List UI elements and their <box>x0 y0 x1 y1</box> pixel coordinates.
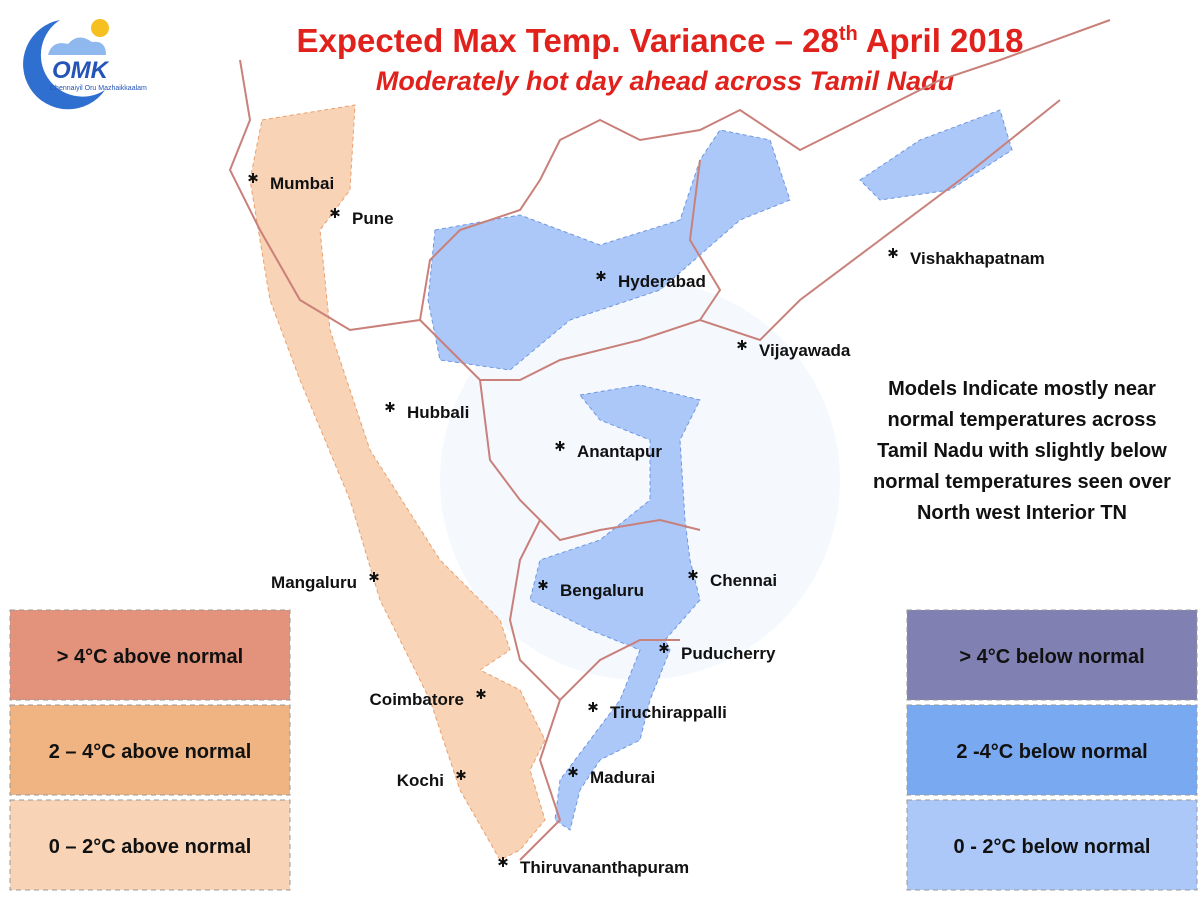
legend-swatch <box>9 799 291 891</box>
asterisk-stroke <box>330 209 340 217</box>
logo-tagline: Chennaiyil Oru Mazhaikkaalam <box>50 85 147 92</box>
city-marker <box>568 767 578 777</box>
asterisk-stroke <box>659 644 669 652</box>
asterisk-stroke <box>248 174 258 182</box>
border <box>688 159 722 321</box>
city-marker <box>248 173 258 183</box>
city-marker <box>688 570 698 580</box>
city-marker <box>737 340 747 350</box>
city-label: Vijayawada <box>759 341 851 360</box>
city-marker <box>588 702 598 712</box>
note-line: normal temperatures seen over <box>873 471 1171 493</box>
logo-cloud <box>48 37 106 55</box>
city-label: Chennai <box>710 571 777 590</box>
legend-label: > 4°C below normal <box>959 646 1144 668</box>
subtitle: Moderately hot day ahead across Tamil Na… <box>376 66 955 96</box>
region-above <box>249 104 546 861</box>
city-marker <box>456 770 466 780</box>
city-marker <box>596 271 606 281</box>
asterisk-stroke <box>737 341 747 349</box>
city-marker <box>330 208 340 218</box>
legend-label: 0 - 2°C below normal <box>954 836 1151 858</box>
title: Expected Max Temp. Variance – 28th April… <box>297 22 1024 59</box>
note-line: normal temperatures across <box>887 409 1156 431</box>
border <box>519 699 562 861</box>
asterisk-stroke <box>688 571 698 579</box>
title-part: April 2018 <box>858 22 1024 59</box>
city-label: Mangaluru <box>271 573 357 592</box>
legend-label: 0 – 2°C above normal <box>49 836 252 858</box>
asterisk-stroke <box>888 249 898 257</box>
city-label: Thiruvananthapuram <box>520 858 689 877</box>
city-marker <box>385 402 395 412</box>
city-label: Tiruchirappalli <box>610 703 727 722</box>
asterisk-stroke <box>385 403 395 411</box>
city-label: Vishakhapatnam <box>910 249 1045 268</box>
border <box>228 19 1111 332</box>
city-label: Mumbai <box>270 174 334 193</box>
legend-swatch <box>906 609 1198 701</box>
city-label: Coimbatore <box>370 690 464 709</box>
city-marker <box>498 857 508 867</box>
legend-swatch <box>9 704 291 796</box>
legend-swatch <box>906 799 1198 891</box>
note: Models Indicate mostly near normal temper… <box>873 378 1171 524</box>
legend: > 4°C above normal 2 – 4°C above normal 0 … <box>9 609 1198 891</box>
note-line: Tamil Nadu with slightly below <box>877 440 1167 462</box>
legend-label: 2 -4°C below normal <box>956 741 1147 763</box>
logo: OMK Chennaiyil Oru Mazhaikkaalam <box>23 19 147 110</box>
city-label: Kochi <box>397 771 444 790</box>
city-label: Puducherry <box>681 644 776 663</box>
asterisk-stroke <box>369 573 379 581</box>
legend-swatch <box>906 704 1198 796</box>
city-marker <box>476 689 486 699</box>
legend-label: > 4°C above normal <box>57 646 243 668</box>
city-marker <box>659 643 669 653</box>
note-line: Models Indicate mostly near <box>888 378 1156 400</box>
asterisk-stroke <box>456 771 466 779</box>
city-label: Bengaluru <box>560 581 644 600</box>
title-suffix: th <box>839 23 858 45</box>
border <box>479 379 701 542</box>
asterisk-stroke <box>596 272 606 280</box>
city-label: Pune <box>352 209 394 228</box>
city-marker <box>888 248 898 258</box>
region-below <box>859 109 1013 201</box>
city-label: Madurai <box>590 768 655 787</box>
asterisk-stroke <box>555 442 565 450</box>
logo-moon <box>23 20 105 110</box>
asterisk-stroke <box>476 690 486 698</box>
city-label: Hyderabad <box>618 272 706 291</box>
borders <box>228 19 1111 861</box>
city-marker <box>555 441 565 451</box>
title-part: Expected Max Temp. Variance – 28 <box>297 22 839 59</box>
city-label: Hubbali <box>407 403 469 422</box>
city-marker <box>538 580 548 590</box>
border <box>508 519 680 702</box>
asterisk-stroke <box>498 858 508 866</box>
city-marker <box>369 572 379 582</box>
city-label: Anantapur <box>577 442 662 461</box>
logo-sun <box>91 19 109 37</box>
cities: Mumbai Pune Hyderabad Vishakhapatnam Vijayaw… <box>248 173 1045 877</box>
asterisk-stroke <box>568 768 578 776</box>
logo-text: OMK <box>52 57 110 84</box>
region-below <box>529 384 701 831</box>
legend-label: 2 – 4°C above normal <box>49 741 252 763</box>
asterisk-stroke <box>588 703 598 711</box>
note-line: North west Interior TN <box>917 502 1127 524</box>
legend-swatch <box>9 609 291 701</box>
asterisk-stroke <box>538 581 548 589</box>
